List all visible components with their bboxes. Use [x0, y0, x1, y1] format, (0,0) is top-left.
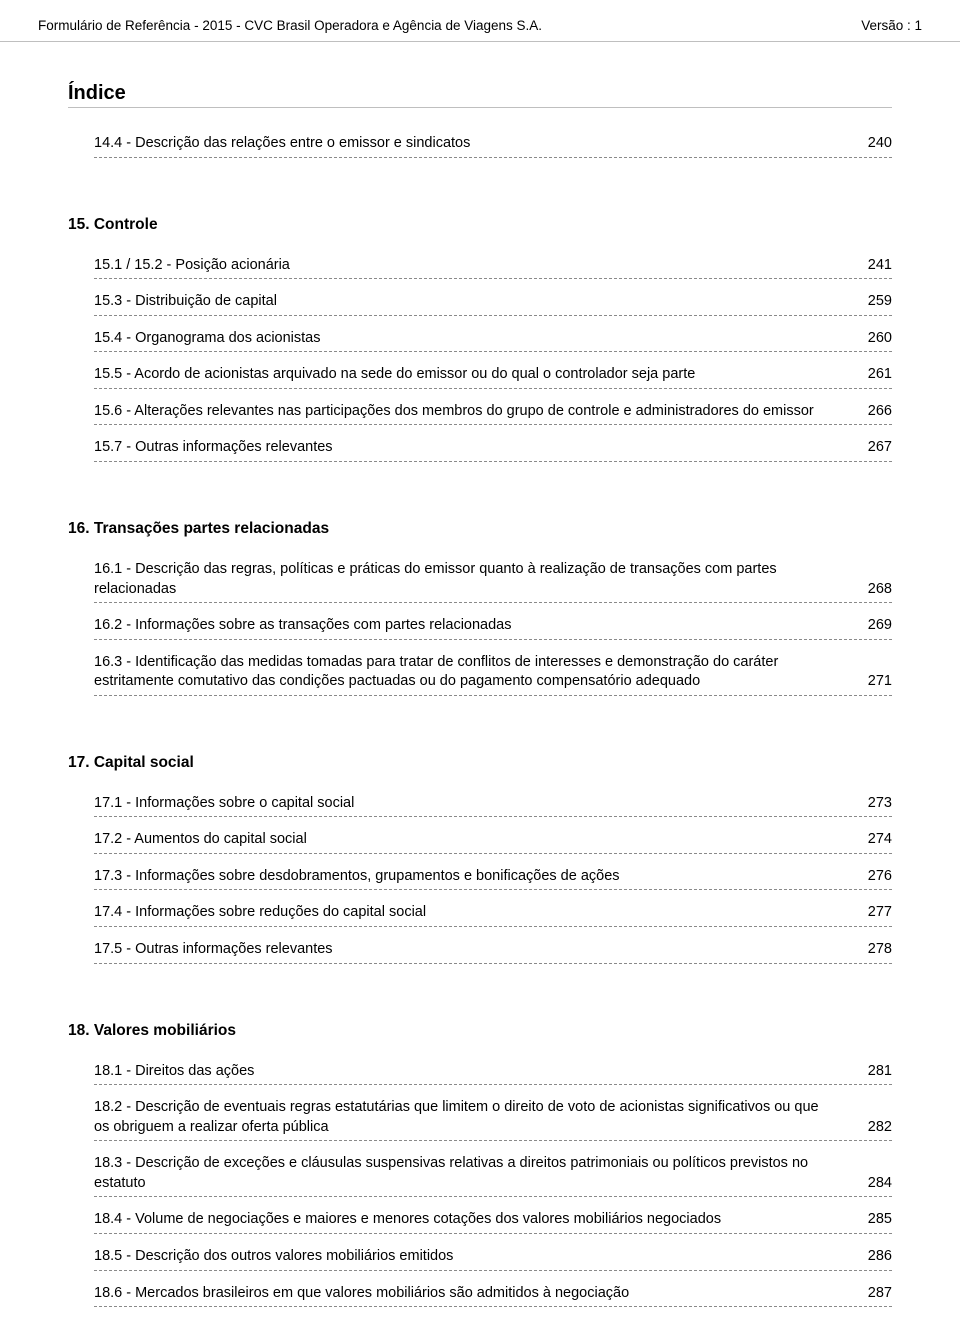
- toc-item: 15.6 - Alterações relevantes nas partici…: [94, 402, 892, 426]
- content-area: Índice 14.4 - Descrição das relações ent…: [0, 48, 960, 1326]
- toc-item-page: 268: [868, 580, 892, 600]
- toc-item-page: 284: [868, 1174, 892, 1194]
- toc-item: 15.1 / 15.2 - Posição acionária 241: [94, 256, 892, 280]
- toc-item-page: 278: [868, 940, 892, 960]
- toc-item-page: 241: [868, 256, 892, 276]
- toc-item-label: 17.5 - Outras informações relevantes: [94, 940, 838, 960]
- toc-sections: 14.4 - Descrição das relações entre o em…: [68, 134, 892, 1307]
- toc-item-page: 274: [868, 830, 892, 850]
- document-header: Formulário de Referência - 2015 - CVC Br…: [0, 0, 960, 42]
- toc-item-page: 269: [868, 616, 892, 636]
- toc-item: 17.3 - Informações sobre desdobramentos,…: [94, 867, 892, 891]
- header-right: Versão : 1: [861, 18, 922, 33]
- toc-item-page: 286: [868, 1247, 892, 1267]
- title-underline: [68, 107, 892, 108]
- section-heading: 15. Controle: [68, 216, 892, 234]
- toc-item-label: 15.5 - Acordo de acionistas arquivado na…: [94, 365, 838, 385]
- toc-item: 16.1 - Descrição das regras, políticas e…: [94, 560, 892, 603]
- toc-item-label: 16.3 - Identificação das medidas tomadas…: [94, 653, 838, 692]
- toc-item: 17.1 - Informações sobre o capital socia…: [94, 794, 892, 818]
- toc-item: 15.4 - Organograma dos acionistas 260: [94, 329, 892, 353]
- toc-item: 18.2 - Descrição de eventuais regras est…: [94, 1098, 892, 1141]
- toc-item-label: 15.3 - Distribuição de capital: [94, 292, 838, 312]
- toc-item-page: 259: [868, 292, 892, 312]
- toc-item-label: 15.7 - Outras informações relevantes: [94, 438, 838, 458]
- toc-item: 17.5 - Outras informações relevantes 278: [94, 940, 892, 964]
- toc-item-label: 16.1 - Descrição das regras, políticas e…: [94, 560, 838, 599]
- toc-item-label: 15.4 - Organograma dos acionistas: [94, 329, 838, 349]
- toc-item-label: 18.1 - Direitos das ações: [94, 1062, 838, 1082]
- toc-item-page: 260: [868, 329, 892, 349]
- header-left: Formulário de Referência - 2015 - CVC Br…: [38, 18, 542, 33]
- toc-item-page: 267: [868, 438, 892, 458]
- toc-item-page: 287: [868, 1284, 892, 1304]
- toc-item-page: 273: [868, 794, 892, 814]
- toc-item-label: 18.6 - Mercados brasileiros em que valor…: [94, 1284, 838, 1304]
- toc-item-label: 17.1 - Informações sobre o capital socia…: [94, 794, 838, 814]
- toc-item-label: 17.4 - Informações sobre reduções do cap…: [94, 903, 838, 923]
- toc-item-page: 285: [868, 1210, 892, 1230]
- toc-item-page: 266: [868, 402, 892, 422]
- toc-item: 14.4 - Descrição das relações entre o em…: [94, 134, 892, 158]
- toc-item: 17.4 - Informações sobre reduções do cap…: [94, 903, 892, 927]
- toc-item-page: 276: [868, 867, 892, 887]
- toc-item-label: 18.3 - Descrição de exceções e cláusulas…: [94, 1154, 838, 1193]
- toc-item-page: 240: [868, 134, 892, 154]
- toc-item-label: 15.6 - Alterações relevantes nas partici…: [94, 402, 838, 422]
- toc-item: 18.6 - Mercados brasileiros em que valor…: [94, 1284, 892, 1308]
- toc-item: 15.7 - Outras informações relevantes 267: [94, 438, 892, 462]
- page-title: Índice: [68, 82, 892, 105]
- toc-item-label: 15.1 / 15.2 - Posição acionária: [94, 256, 838, 276]
- toc-item: 15.5 - Acordo de acionistas arquivado na…: [94, 365, 892, 389]
- toc-item: 16.2 - Informações sobre as transações c…: [94, 616, 892, 640]
- section-heading: 17. Capital social: [68, 754, 892, 772]
- toc-item-label: 18.2 - Descrição de eventuais regras est…: [94, 1098, 838, 1137]
- toc-item-page: 261: [868, 365, 892, 385]
- section-heading: 16. Transações partes relacionadas: [68, 520, 892, 538]
- toc-item: 17.2 - Aumentos do capital social 274: [94, 830, 892, 854]
- toc-item: 18.4 - Volume de negociações e maiores e…: [94, 1210, 892, 1234]
- toc-item-label: 14.4 - Descrição das relações entre o em…: [94, 134, 838, 154]
- toc-item-page: 282: [868, 1118, 892, 1138]
- toc-item: 18.1 - Direitos das ações 281: [94, 1062, 892, 1086]
- toc-item-label: 18.4 - Volume de negociações e maiores e…: [94, 1210, 838, 1230]
- toc-item-label: 17.2 - Aumentos do capital social: [94, 830, 838, 850]
- section-heading: 18. Valores mobiliários: [68, 1022, 892, 1040]
- toc-item-page: 281: [868, 1062, 892, 1082]
- toc-item-page: 271: [868, 672, 892, 692]
- toc-item: 15.3 - Distribuição de capital 259: [94, 292, 892, 316]
- toc-item-page: 277: [868, 903, 892, 923]
- toc-item-label: 18.5 - Descrição dos outros valores mobi…: [94, 1247, 838, 1267]
- toc-item: 18.5 - Descrição dos outros valores mobi…: [94, 1247, 892, 1271]
- toc-item: 16.3 - Identificação das medidas tomadas…: [94, 653, 892, 696]
- toc-item-label: 16.2 - Informações sobre as transações c…: [94, 616, 838, 636]
- toc-item-label: 17.3 - Informações sobre desdobramentos,…: [94, 867, 838, 887]
- toc-item: 18.3 - Descrição de exceções e cláusulas…: [94, 1154, 892, 1197]
